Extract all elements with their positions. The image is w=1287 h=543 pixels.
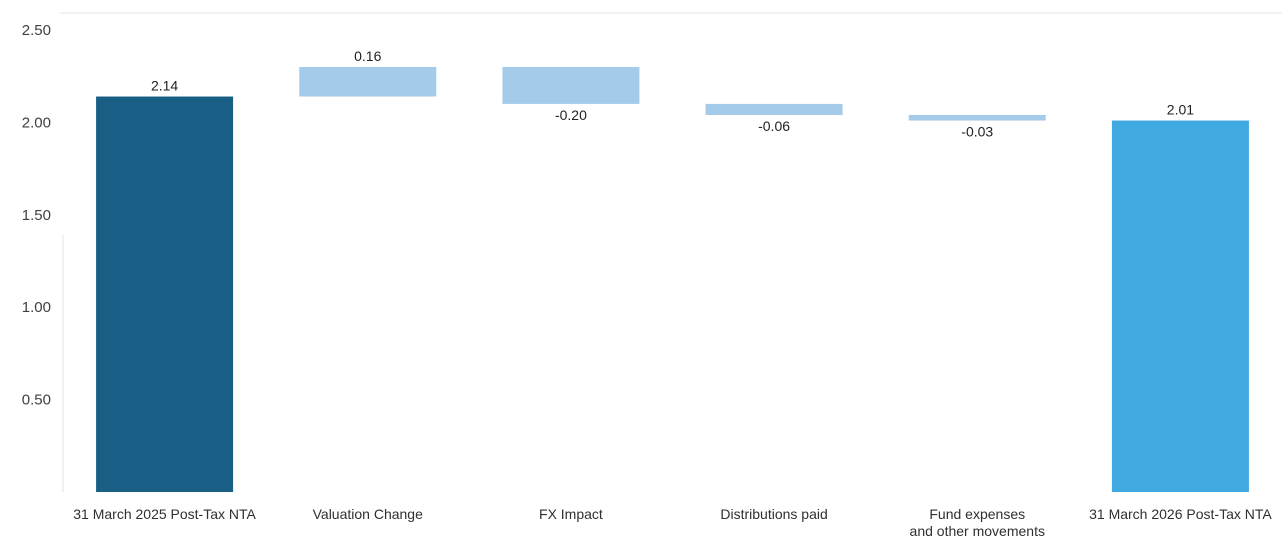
y-axis-ticks: 2.50 2.00 1.50 1.00 0.50 bbox=[22, 22, 51, 409]
y-tick-label: 1.00 bbox=[22, 299, 51, 316]
x-category-label: FX Impact bbox=[539, 506, 603, 522]
bar bbox=[908, 115, 1046, 121]
bar bbox=[502, 66, 640, 104]
bars-group bbox=[96, 66, 1249, 492]
y-tick-label: 2.00 bbox=[22, 114, 51, 131]
y-tick-label: 0.50 bbox=[22, 392, 51, 409]
y-tick-label: 2.50 bbox=[22, 22, 51, 39]
y-tick-label: 1.50 bbox=[22, 207, 51, 224]
bar bbox=[96, 96, 234, 492]
data-label: 0.16 bbox=[354, 48, 381, 64]
data-label: -0.20 bbox=[555, 107, 587, 123]
data-labels-group: 2.14 0.16 -0.20 -0.06 -0.03 2.01 bbox=[151, 48, 1194, 140]
data-label: 2.01 bbox=[1167, 102, 1194, 118]
bar bbox=[705, 103, 843, 116]
x-category-label: and other movements bbox=[910, 523, 1045, 539]
x-category-label: Valuation Change bbox=[313, 506, 423, 522]
x-category-label: Distributions paid bbox=[720, 506, 827, 522]
x-category-label: 31 March 2026 Post-Tax NTA bbox=[1089, 506, 1272, 522]
data-label: 2.14 bbox=[151, 78, 178, 94]
bar bbox=[1111, 120, 1249, 492]
x-axis-labels: 31 March 2025 Post-Tax NTA Valuation Chan… bbox=[73, 506, 1272, 539]
bar bbox=[299, 66, 437, 97]
x-category-label: 31 March 2025 Post-Tax NTA bbox=[73, 506, 256, 522]
data-label: -0.03 bbox=[961, 124, 993, 140]
x-category-label: Fund expenses bbox=[929, 506, 1025, 522]
data-label: -0.06 bbox=[758, 118, 790, 134]
